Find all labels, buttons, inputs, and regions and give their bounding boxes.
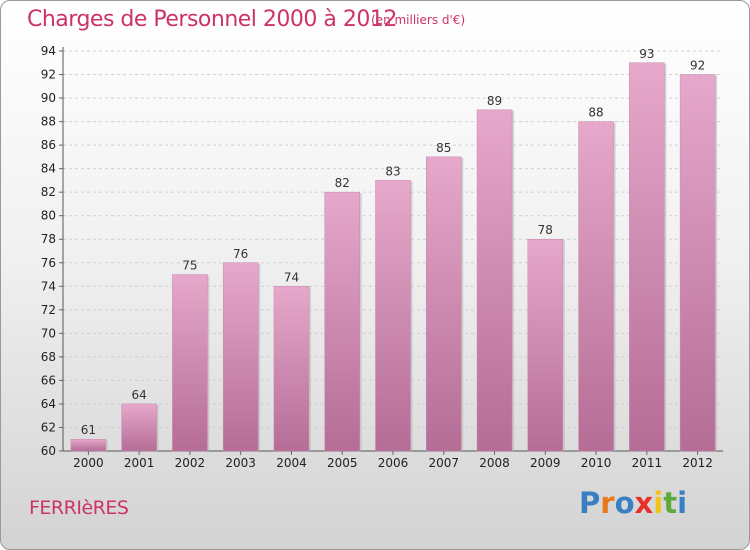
bar-value-label: 93 — [639, 47, 654, 61]
bar — [273, 286, 310, 452]
x-tick-label: 2006 — [378, 456, 409, 470]
y-tick-label: 70 — [41, 326, 56, 340]
x-tick-label: 2003 — [225, 456, 256, 470]
y-tick-label: 86 — [41, 138, 56, 152]
y-tick-label: 62 — [41, 420, 56, 434]
bar-value-label: 92 — [690, 59, 705, 73]
y-tick-label: 80 — [41, 209, 56, 223]
x-tick-label: 2011 — [632, 456, 663, 470]
y-tick-label: 60 — [41, 444, 56, 458]
x-tick-label: 2012 — [682, 456, 713, 470]
bar-value-label: 83 — [385, 164, 400, 178]
x-tick-label: 2005 — [327, 456, 358, 470]
logo-letter: P — [579, 486, 601, 520]
y-tick-label: 68 — [41, 350, 56, 364]
bar-value-label: 89 — [487, 94, 502, 108]
y-tick-label: 74 — [41, 279, 56, 293]
x-tick-label: 2010 — [581, 456, 612, 470]
bar — [172, 274, 208, 452]
bar — [426, 156, 462, 452]
y-tick-label: 76 — [41, 256, 56, 270]
bar-value-label: 76 — [233, 247, 248, 261]
bar — [324, 191, 360, 452]
chart-subtitle: (en milliers d'€) — [371, 13, 466, 27]
town-name: FERRIèRES — [29, 497, 129, 519]
x-tick-label: 2004 — [276, 456, 307, 470]
y-tick-label: 72 — [41, 303, 56, 317]
bar — [527, 238, 564, 452]
x-tick-label: 2001 — [124, 456, 155, 470]
logo-letter: x — [634, 486, 654, 520]
y-tick-label: 92 — [41, 68, 56, 82]
logo-letter: t — [663, 486, 678, 520]
bar — [578, 121, 614, 452]
y-tick-label: 64 — [41, 397, 56, 411]
y-tick-label: 88 — [41, 115, 56, 129]
bar-value-label: 88 — [588, 106, 603, 120]
bar — [121, 403, 157, 452]
x-tick-label: 2009 — [530, 456, 561, 470]
x-tick-label: 2000 — [73, 456, 104, 470]
y-tick-label: 90 — [41, 91, 56, 105]
y-tick-label: 66 — [41, 373, 56, 387]
bar — [679, 74, 716, 452]
bar-value-label: 61 — [81, 423, 96, 437]
x-tick-label: 2008 — [479, 456, 510, 470]
x-tick-label: 2007 — [428, 456, 459, 470]
y-tick-label: 78 — [41, 232, 56, 246]
proxiti-logo[interactable]: Proxiti — [579, 486, 687, 520]
y-tick-label: 82 — [41, 185, 56, 199]
chart-title: Charges de Personnel 2000 à 2012 — [27, 7, 397, 32]
y-tick-label: 94 — [41, 44, 56, 58]
x-tick-label: 2002 — [175, 456, 206, 470]
logo-letter: r — [600, 486, 615, 520]
bar — [375, 180, 411, 452]
bar-value-label: 78 — [538, 223, 553, 237]
bar-value-label: 75 — [182, 259, 197, 273]
bar — [70, 438, 107, 452]
y-tick-label: 84 — [41, 162, 56, 176]
bar-value-label: 74 — [284, 270, 299, 284]
bar — [629, 62, 665, 452]
logo-letter: o — [614, 486, 635, 520]
bar-value-label: 85 — [436, 141, 451, 155]
bar-value-label: 64 — [132, 388, 147, 402]
bar — [476, 109, 513, 452]
bar-value-label: 82 — [335, 176, 350, 190]
logo-letter: i — [653, 486, 664, 520]
logo-letter: i — [677, 486, 688, 520]
bar — [222, 262, 259, 452]
